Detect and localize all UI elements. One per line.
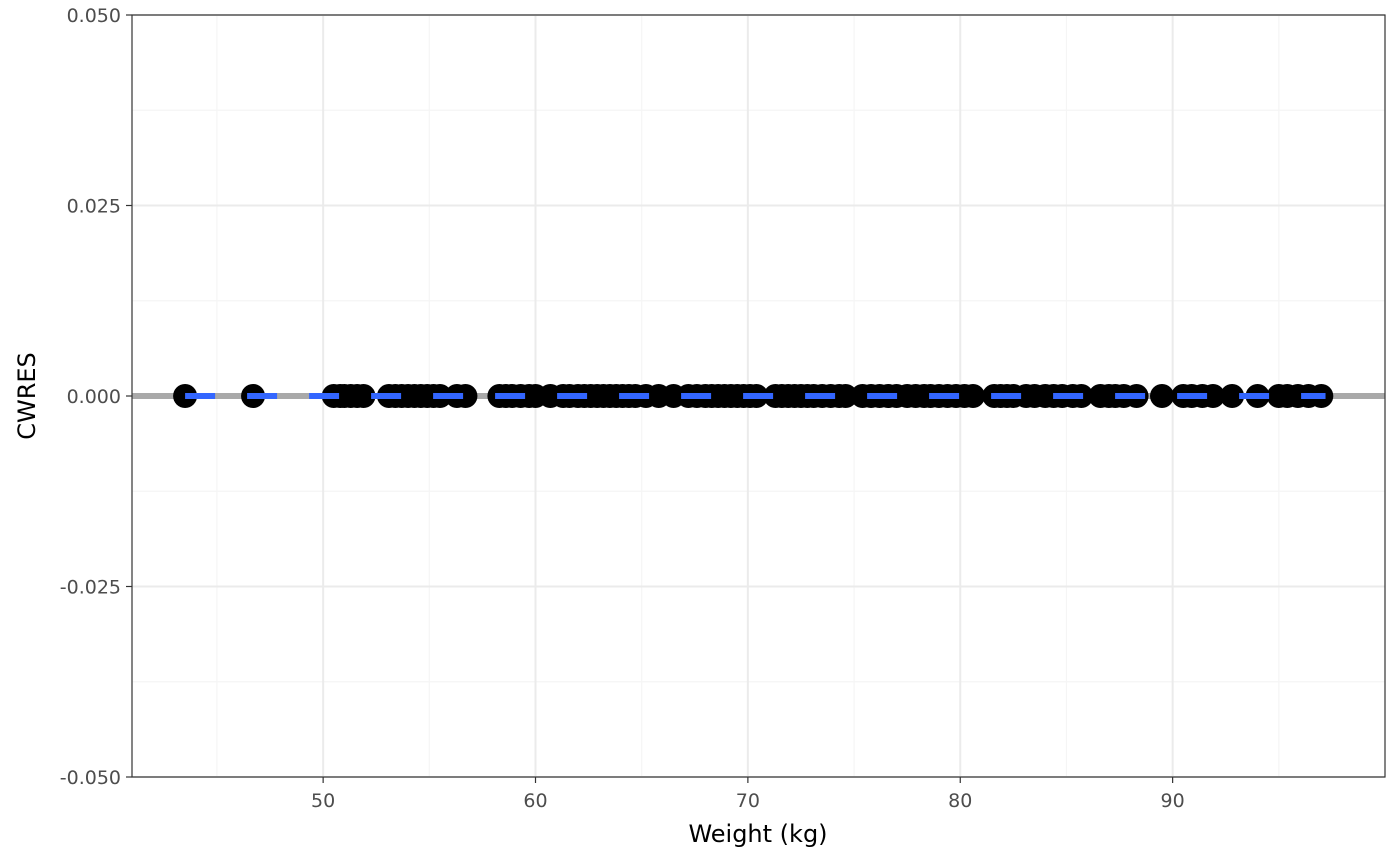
y-tick-label: 0.025 bbox=[67, 196, 121, 218]
x-tick-label: 50 bbox=[311, 790, 335, 812]
data-point bbox=[1150, 384, 1175, 408]
data-point bbox=[960, 384, 985, 408]
data-point bbox=[1220, 384, 1245, 408]
data-point bbox=[351, 384, 376, 408]
x-axis: 50 60 70 80 90 bbox=[311, 777, 1185, 812]
y-tick-label: 0.000 bbox=[67, 386, 121, 408]
data-point bbox=[453, 384, 478, 408]
data-point bbox=[1200, 384, 1225, 408]
x-axis-title: Weight (kg) bbox=[688, 820, 827, 848]
x-tick-label: 90 bbox=[1161, 790, 1185, 812]
y-axis: -0.050 -0.025 0.000 0.025 0.050 bbox=[60, 5, 132, 789]
y-tick-label: 0.050 bbox=[67, 5, 121, 27]
x-tick-label: 80 bbox=[948, 790, 972, 812]
y-axis-title: CWRES bbox=[13, 352, 41, 440]
data-point bbox=[833, 384, 858, 408]
y-tick-label: -0.025 bbox=[60, 577, 121, 599]
y-tick-label: -0.050 bbox=[60, 767, 121, 789]
x-tick-label: 70 bbox=[736, 790, 760, 812]
x-tick-label: 60 bbox=[523, 790, 547, 812]
